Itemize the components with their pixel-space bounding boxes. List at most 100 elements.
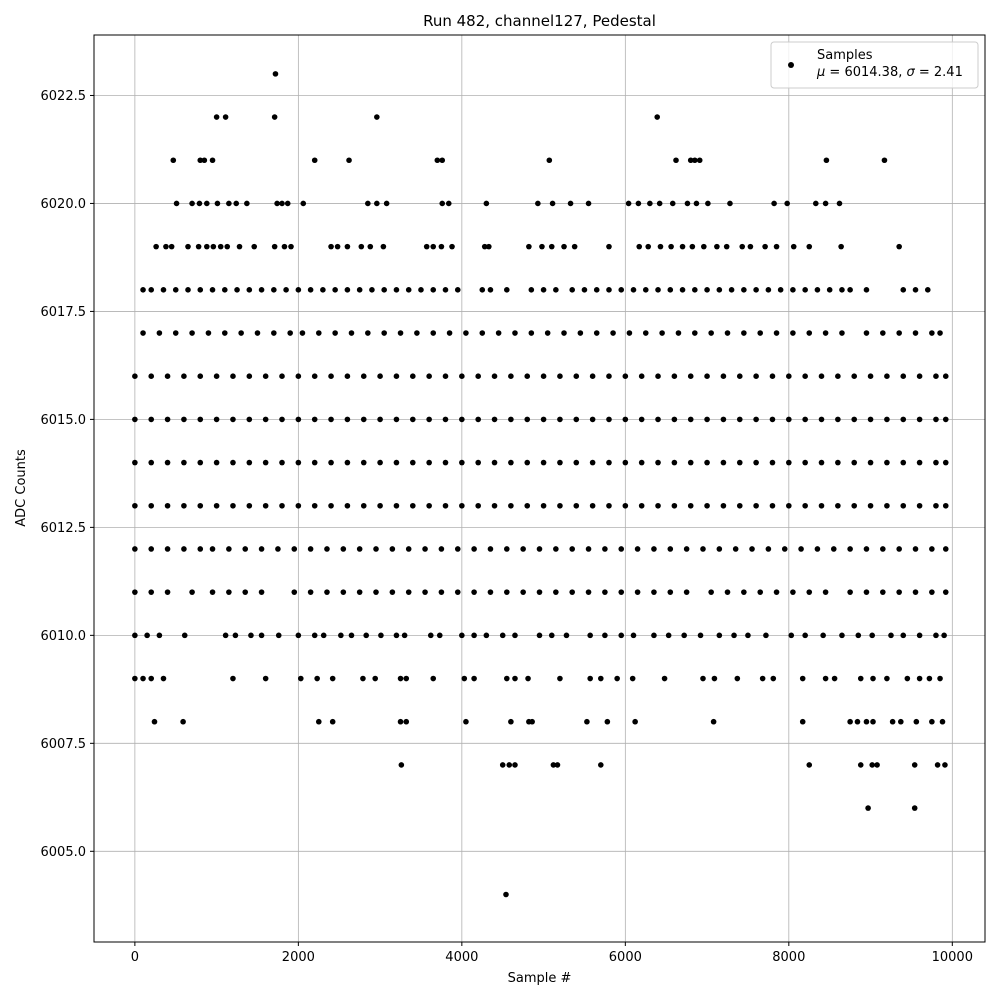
data-point: [360, 459, 367, 466]
data-point: [569, 589, 575, 595]
data-point: [209, 589, 216, 595]
data-point: [344, 373, 351, 380]
data-point: [656, 200, 663, 207]
data-point: [438, 243, 445, 250]
data-point: [230, 416, 236, 423]
data-point: [197, 502, 204, 509]
data-point: [714, 243, 720, 250]
data-point: [381, 330, 387, 336]
data-point: [933, 459, 939, 466]
legend-stats: μ = 6014.38, σ = 2.41: [816, 65, 963, 80]
data-point: [548, 243, 555, 250]
data-point: [148, 416, 155, 423]
data-point: [585, 200, 592, 207]
y-tick-label: 6015.0: [41, 413, 87, 428]
data-point: [638, 373, 645, 380]
data-point: [475, 459, 481, 466]
data-point: [651, 632, 657, 639]
data-point: [888, 632, 894, 639]
y-tick-label: 6005.0: [41, 845, 87, 860]
data-point: [655, 416, 661, 423]
data-point: [181, 502, 187, 509]
data-point: [540, 459, 547, 466]
data-point: [765, 546, 772, 552]
data-point: [912, 589, 919, 595]
data-point: [156, 632, 163, 639]
data-point: [696, 157, 703, 164]
data-point: [705, 200, 711, 207]
data-point: [439, 157, 446, 164]
data-point: [160, 287, 167, 293]
data-point: [311, 157, 318, 164]
data-point: [773, 589, 780, 595]
data-point: [442, 416, 449, 423]
data-point: [847, 589, 853, 595]
data-point: [520, 589, 526, 595]
data-point: [234, 287, 240, 293]
data-point: [378, 632, 384, 639]
data-point: [374, 200, 380, 207]
data-point: [291, 589, 298, 595]
data-point: [884, 675, 890, 682]
legend-label: Samples: [817, 48, 873, 63]
data-point: [731, 632, 737, 639]
data-point: [164, 416, 171, 423]
data-point: [475, 416, 481, 423]
data-point: [896, 589, 902, 595]
data-point: [720, 502, 727, 509]
data-point: [373, 546, 379, 552]
data-point: [153, 243, 159, 250]
data-point: [753, 373, 759, 380]
data-point: [536, 632, 543, 639]
data-point: [311, 632, 318, 639]
data-point: [557, 675, 563, 682]
data-point: [916, 632, 923, 639]
data-point: [344, 416, 351, 423]
data-point: [929, 330, 935, 336]
data-point: [812, 200, 819, 207]
data-point: [606, 243, 612, 250]
data-point: [651, 589, 657, 595]
data-point: [288, 243, 294, 250]
y-tick-label: 6007.5: [41, 737, 87, 752]
data-point: [913, 718, 920, 725]
data-point: [393, 632, 400, 639]
data-point: [479, 330, 486, 336]
data-point: [324, 546, 330, 552]
data-point: [863, 546, 870, 552]
data-point: [839, 287, 845, 293]
data-point: [283, 287, 289, 293]
data-point: [512, 330, 518, 336]
data-point: [942, 502, 949, 509]
data-point: [271, 243, 278, 250]
data-point: [587, 632, 593, 639]
data-point: [442, 459, 449, 466]
data-point: [806, 762, 813, 768]
data-point: [307, 589, 314, 595]
data-point: [835, 373, 841, 380]
data-point: [381, 287, 387, 293]
data-point: [679, 287, 686, 293]
data-point: [426, 416, 432, 423]
data-point: [747, 243, 754, 250]
data-point: [373, 589, 379, 595]
data-point: [528, 330, 535, 336]
data-point: [499, 632, 506, 639]
data-point: [426, 459, 432, 466]
data-point: [926, 675, 933, 682]
y-tick-label: 6012.5: [41, 521, 87, 536]
data-point: [912, 330, 919, 336]
data-point: [459, 373, 465, 380]
data-point: [655, 502, 661, 509]
data-point: [762, 243, 768, 250]
data-point: [786, 502, 792, 509]
data-point: [311, 373, 318, 380]
x-tick-label: 10000: [932, 950, 973, 965]
data-point: [358, 243, 365, 250]
data-point: [258, 546, 265, 552]
data-point: [438, 546, 445, 552]
data-point: [854, 718, 861, 725]
data-point: [687, 502, 694, 509]
data-point: [201, 157, 208, 164]
x-tick-label: 4000: [445, 950, 478, 965]
